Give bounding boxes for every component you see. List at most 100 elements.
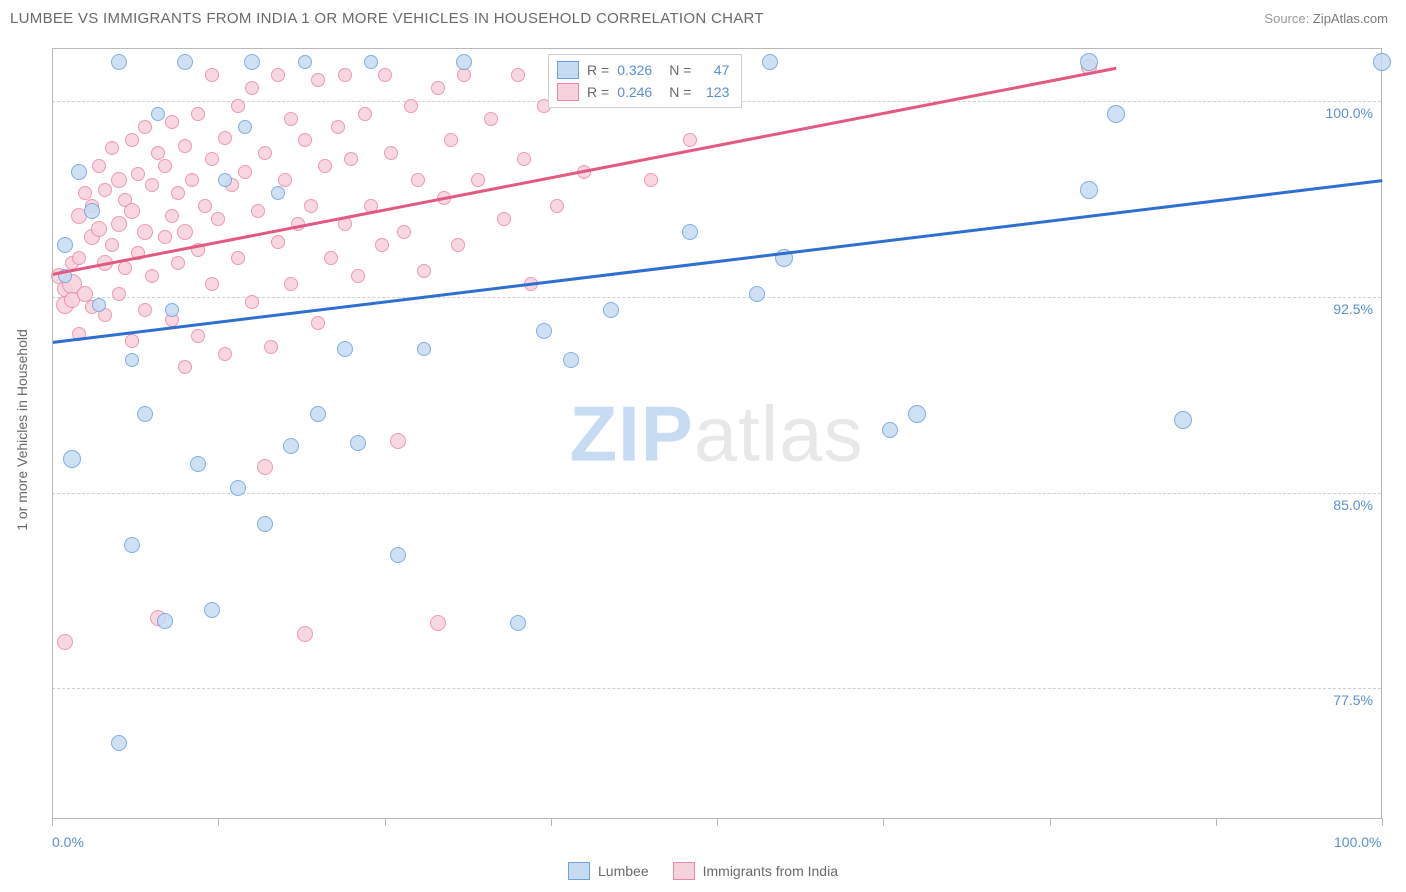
header: LUMBEE VS IMMIGRANTS FROM INDIA 1 OR MOR…	[0, 0, 1406, 35]
scatter-point-lumbee	[71, 164, 87, 180]
scatter-point-india	[351, 269, 365, 283]
y-axis-line	[52, 48, 53, 818]
n-label: N =	[669, 59, 691, 81]
y-tick-label: 85.0%	[1333, 497, 1373, 513]
x-tick-label: 0.0%	[52, 834, 84, 850]
scatter-point-india	[218, 347, 232, 361]
scatter-point-india	[644, 173, 658, 187]
scatter-point-india	[271, 235, 285, 249]
scatter-point-india	[245, 81, 259, 95]
trend-line-lumbee	[52, 180, 1382, 344]
scatter-point-india	[397, 225, 411, 239]
scatter-point-lumbee	[1080, 181, 1098, 199]
legend-row-india: R =0.246N =123	[557, 81, 729, 103]
scatter-point-india	[497, 212, 511, 226]
scatter-point-lumbee	[124, 537, 140, 553]
scatter-point-india	[404, 99, 418, 113]
scatter-point-india	[91, 221, 107, 237]
scatter-point-india	[278, 173, 292, 187]
scatter-point-india	[417, 264, 431, 278]
scatter-point-india	[411, 173, 425, 187]
scatter-point-india	[311, 73, 325, 87]
scatter-point-india	[178, 360, 192, 374]
scatter-point-india	[92, 159, 106, 173]
scatter-point-india	[257, 459, 273, 475]
legend-swatch	[557, 83, 579, 101]
legend-swatch	[673, 862, 695, 880]
scatter-point-lumbee	[417, 342, 431, 356]
scatter-point-india	[517, 152, 531, 166]
scatter-point-india	[324, 251, 338, 265]
scatter-point-lumbee	[218, 173, 232, 187]
scatter-point-india	[118, 261, 132, 275]
scatter-point-india	[358, 107, 372, 121]
scatter-point-lumbee	[190, 456, 206, 472]
scatter-point-lumbee	[390, 547, 406, 563]
legend-item-india: Immigrants from India	[673, 862, 838, 880]
scatter-point-india	[158, 159, 172, 173]
scatter-point-india	[138, 303, 152, 317]
scatter-point-lumbee	[257, 516, 273, 532]
legend-row-lumbee: R =0.326N =47	[557, 59, 729, 81]
scatter-point-india	[431, 81, 445, 95]
scatter-point-india	[284, 277, 298, 291]
correlation-legend: R =0.326N =47R =0.246N =123	[548, 54, 742, 108]
scatter-point-india	[218, 131, 232, 145]
x-tick	[385, 818, 386, 826]
scatter-point-india	[145, 269, 159, 283]
scatter-point-india	[231, 251, 245, 265]
scatter-point-india	[304, 199, 318, 213]
scatter-point-india	[318, 159, 332, 173]
scatter-point-india	[158, 230, 172, 244]
scatter-point-lumbee	[283, 438, 299, 454]
scatter-point-india	[125, 133, 139, 147]
gridline	[52, 493, 1381, 494]
scatter-point-india	[378, 68, 392, 82]
n-value: 123	[699, 81, 729, 103]
scatter-point-lumbee	[111, 735, 127, 751]
scatter-point-india	[138, 120, 152, 134]
scatter-point-india	[550, 199, 564, 213]
scatter-point-india	[683, 133, 697, 147]
scatter-point-india	[57, 634, 73, 650]
gridline	[52, 688, 1381, 689]
scatter-point-india	[205, 152, 219, 166]
scatter-point-lumbee	[84, 203, 100, 219]
scatter-point-lumbee	[57, 237, 73, 253]
scatter-plot: ZIPatlas 100.0%92.5%85.0%77.5%0.0%100.0%	[52, 48, 1382, 818]
r-label: R =	[587, 81, 609, 103]
scatter-point-lumbee	[271, 186, 285, 200]
scatter-point-lumbee	[337, 341, 353, 357]
x-tick	[1382, 818, 1383, 826]
scatter-point-lumbee	[1107, 105, 1125, 123]
x-tick	[218, 818, 219, 826]
x-tick	[1216, 818, 1217, 826]
scatter-point-india	[251, 204, 265, 218]
scatter-point-india	[211, 212, 225, 226]
scatter-point-india	[177, 224, 193, 240]
scatter-point-india	[165, 209, 179, 223]
watermark: ZIPatlas	[569, 388, 863, 479]
scatter-point-india	[511, 68, 525, 82]
scatter-point-india	[311, 316, 325, 330]
legend-label: Lumbee	[598, 863, 649, 879]
source-link[interactable]: ZipAtlas.com	[1313, 11, 1388, 26]
y-axis-title: 1 or more Vehicles in Household	[14, 329, 30, 531]
y-tick-label: 92.5%	[1333, 301, 1373, 317]
scatter-point-india	[264, 340, 278, 354]
scatter-point-india	[238, 165, 252, 179]
series-legend: Lumbee Immigrants from India	[568, 862, 838, 880]
scatter-point-india	[171, 256, 185, 270]
scatter-point-lumbee	[177, 54, 193, 70]
scatter-point-lumbee	[882, 422, 898, 438]
scatter-point-lumbee	[364, 55, 378, 69]
scatter-point-lumbee	[536, 323, 552, 339]
r-label: R =	[587, 59, 609, 81]
scatter-point-india	[151, 146, 165, 160]
scatter-point-lumbee	[111, 54, 127, 70]
source-attribution: Source: ZipAtlas.com	[1264, 11, 1388, 26]
scatter-point-india	[375, 238, 389, 252]
scatter-point-lumbee	[165, 303, 179, 317]
x-tick	[883, 818, 884, 826]
scatter-point-lumbee	[350, 435, 366, 451]
